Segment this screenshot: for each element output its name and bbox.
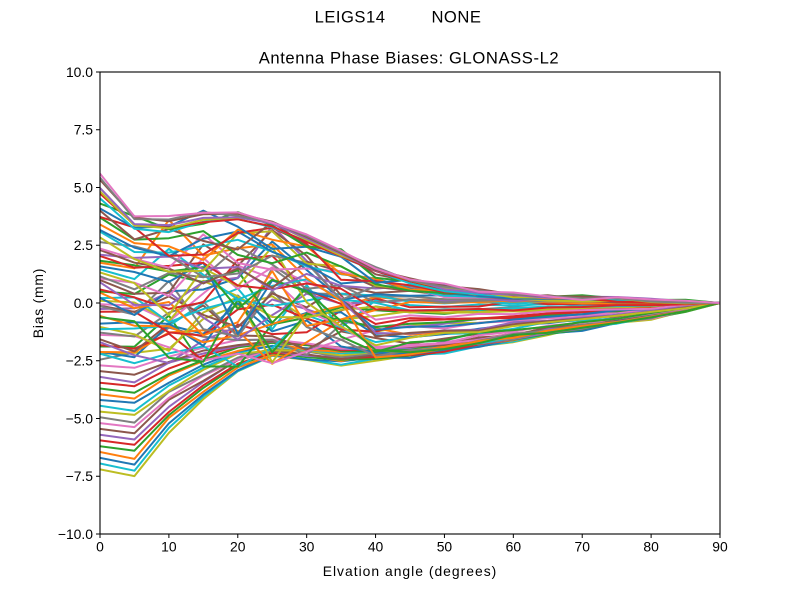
svg-text:20: 20 xyxy=(230,539,246,555)
svg-text:Bias (mm): Bias (mm) xyxy=(30,268,46,338)
svg-text:Antenna Phase Biases: GLONASS-: Antenna Phase Biases: GLONASS-L2 xyxy=(259,49,560,68)
svg-text:80: 80 xyxy=(643,539,659,555)
svg-text:50: 50 xyxy=(437,539,453,555)
svg-text:LEIGS14 NONE: LEIGS14 NONE xyxy=(315,8,482,27)
svg-text:0.0: 0.0 xyxy=(74,295,94,311)
svg-text:−5.0: −5.0 xyxy=(66,410,94,426)
svg-text:30: 30 xyxy=(299,539,315,555)
svg-text:−10.0: −10.0 xyxy=(58,526,93,542)
svg-text:60: 60 xyxy=(506,539,522,555)
svg-text:Elvation angle (degrees): Elvation angle (degrees) xyxy=(323,563,498,579)
svg-text:10: 10 xyxy=(161,539,177,555)
svg-text:5.0: 5.0 xyxy=(74,179,94,195)
svg-text:70: 70 xyxy=(574,539,590,555)
svg-text:10.0: 10.0 xyxy=(66,64,93,80)
svg-text:−7.5: −7.5 xyxy=(66,468,94,484)
svg-text:90: 90 xyxy=(712,539,728,555)
svg-text:0: 0 xyxy=(96,539,104,555)
svg-text:2.5: 2.5 xyxy=(74,237,94,253)
svg-text:40: 40 xyxy=(368,539,384,555)
svg-text:−2.5: −2.5 xyxy=(66,353,94,369)
svg-text:7.5: 7.5 xyxy=(74,122,94,138)
